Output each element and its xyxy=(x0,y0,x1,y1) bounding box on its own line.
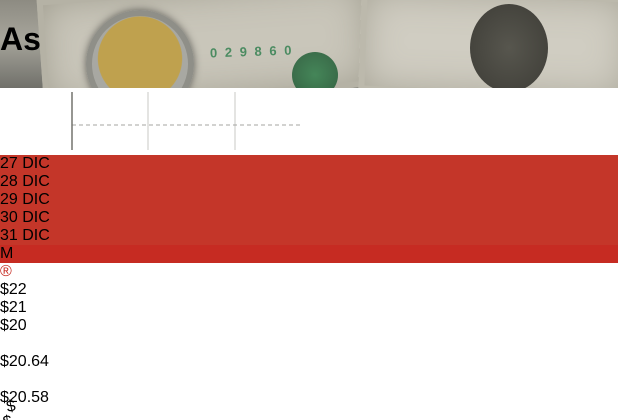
milenio-logo: M xyxy=(0,245,618,263)
banknote-serial-number: 0 2 9 8 6 0 xyxy=(209,42,294,61)
dollar-sign-icon: $ xyxy=(2,413,13,420)
banknote-portrait xyxy=(470,4,548,88)
data-point-value-label: $20.64 xyxy=(0,353,49,370)
treasury-seal xyxy=(292,52,338,88)
registered-trademark-icon: ® xyxy=(0,263,12,280)
x-axis-date-label: 27 DIC xyxy=(0,155,50,172)
y-axis-tick-label: $21 xyxy=(0,299,27,316)
milenio-logo-letter: M xyxy=(0,245,14,262)
x-axis-date-bar: 27 DIC 28 DIC 29 DIC 30 DIC 31 DIC xyxy=(0,155,618,245)
peso-coin-image xyxy=(528,2,618,88)
x-axis-date-label: 30 DIC xyxy=(0,209,50,226)
x-axis-date-label: 29 DIC xyxy=(0,191,50,208)
peso-coin-image xyxy=(86,10,194,88)
y-axis-tick-label: $20 xyxy=(0,317,27,334)
y-axis-tick-label: $22 xyxy=(0,281,27,298)
data-point-value-label: $20.58 xyxy=(0,389,49,406)
header-banner: 0 2 9 8 6 0 Así va el tipo de cambio xyxy=(0,0,618,88)
x-axis-date-label: 28 DIC xyxy=(0,173,50,190)
x-axis-date-label: 31 DIC xyxy=(0,227,50,244)
